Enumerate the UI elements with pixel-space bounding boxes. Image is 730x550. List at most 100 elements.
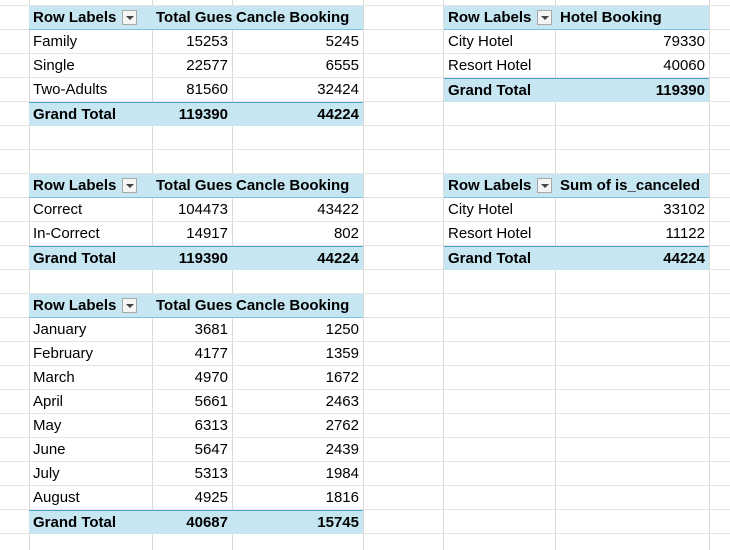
value-field-header[interactable]: Total Gues	[152, 174, 232, 198]
row-gridline	[0, 101, 730, 102]
filter-dropdown-icon[interactable]	[537, 178, 553, 194]
value-cell[interactable]: 4925	[152, 486, 232, 510]
value-cell-text: 3681	[194, 321, 228, 338]
row-label-cell[interactable]: January	[29, 318, 152, 342]
value-cell[interactable]: 14917	[152, 222, 232, 246]
row-labels-header[interactable]: Row Labels	[444, 6, 556, 30]
value-cell[interactable]: 5313	[152, 462, 232, 486]
value-cell[interactable]: 2762	[232, 414, 363, 438]
grand-total-label[interactable]: Grand Total	[444, 79, 556, 103]
row-label-cell[interactable]: Resort Hotel	[444, 222, 556, 246]
grand-total-value-text: 119390	[178, 105, 228, 123]
value-cell-text: 4925	[194, 489, 228, 506]
row-label-cell[interactable]: City Hotel	[444, 30, 556, 54]
grand-total-value[interactable]: 119390	[556, 79, 709, 103]
value-cell-text: 79330	[663, 33, 705, 50]
row-label-cell-text: August	[33, 489, 80, 506]
value-cell[interactable]: 5647	[152, 438, 232, 462]
value-cell[interactable]: 43422	[232, 198, 363, 222]
row-gridline	[0, 365, 730, 366]
grand-total-label[interactable]: Grand Total	[29, 247, 152, 271]
filter-dropdown-icon[interactable]	[122, 298, 138, 314]
value-cell[interactable]: 1672	[232, 366, 363, 390]
value-field-header[interactable]: Cancle Booking	[232, 6, 363, 30]
value-cell[interactable]: 3681	[152, 318, 232, 342]
row-labels-header[interactable]: Row Labels	[444, 174, 556, 198]
value-cell[interactable]: 2463	[232, 390, 363, 414]
value-field-header[interactable]: Total Gues	[152, 294, 232, 318]
value-cell[interactable]: 11122	[556, 222, 709, 246]
row-label-cell[interactable]: August	[29, 486, 152, 510]
value-field-header[interactable]: Total Gues	[152, 6, 232, 30]
value-cell[interactable]: 15253	[152, 30, 232, 54]
value-field-header-text: Cancle Booking	[236, 176, 350, 194]
value-field-header[interactable]: Sum of is_canceled	[556, 174, 709, 198]
pivot-row: August 4925 1816	[29, 486, 363, 510]
value-cell-text: 6555	[325, 57, 359, 74]
row-labels-header[interactable]: Row Labels	[29, 6, 152, 30]
value-cell[interactable]: 2439	[232, 438, 363, 462]
value-cell[interactable]: 6555	[232, 54, 363, 78]
row-label-cell[interactable]: April	[29, 390, 152, 414]
value-cell-text: 81560	[186, 81, 228, 98]
value-cell-text: 1250	[325, 321, 359, 338]
row-label-cell[interactable]: Correct	[29, 198, 152, 222]
pivot-row: May 6313 2762	[29, 414, 363, 438]
value-cell[interactable]: 40060	[556, 54, 709, 78]
value-cell[interactable]: 4970	[152, 366, 232, 390]
filter-dropdown-icon[interactable]	[122, 178, 138, 194]
row-label-cell-text: February	[33, 345, 94, 362]
row-label-cell[interactable]: City Hotel	[444, 198, 556, 222]
value-cell[interactable]: 6313	[152, 414, 232, 438]
grand-total-label[interactable]: Grand Total	[444, 247, 556, 271]
row-label-cell[interactable]: July	[29, 462, 152, 486]
value-cell-text: 40060	[663, 57, 705, 74]
grand-total-value-text: 44224	[317, 249, 359, 267]
value-field-header[interactable]: Cancle Booking	[232, 294, 363, 318]
value-cell[interactable]: 81560	[152, 78, 232, 102]
value-cell[interactable]: 32424	[232, 78, 363, 102]
grand-total-value[interactable]: 15745	[232, 511, 363, 535]
value-cell[interactable]: 1359	[232, 342, 363, 366]
row-labels-header[interactable]: Row Labels	[29, 174, 152, 198]
value-cell[interactable]: 1984	[232, 462, 363, 486]
row-label-cell[interactable]: June	[29, 438, 152, 462]
row-label-cell[interactable]: May	[29, 414, 152, 438]
value-cell[interactable]: 33102	[556, 198, 709, 222]
value-cell[interactable]: 1250	[232, 318, 363, 342]
value-cell[interactable]: 1816	[232, 486, 363, 510]
row-label-cell-text: May	[33, 417, 62, 434]
value-field-header-text: Hotel Booking	[560, 8, 662, 26]
row-label-cell[interactable]: March	[29, 366, 152, 390]
value-cell[interactable]: 802	[232, 222, 363, 246]
value-cell[interactable]: 104473	[152, 198, 232, 222]
row-label-cell-text: City Hotel	[448, 201, 514, 218]
filter-dropdown-icon[interactable]	[122, 10, 138, 26]
grand-total-value[interactable]: 40687	[152, 511, 232, 535]
row-label-cell[interactable]: Resort Hotel	[444, 54, 556, 78]
grand-total-value[interactable]: 44224	[556, 247, 709, 271]
grand-total-value-text: 44224	[317, 105, 359, 123]
row-labels-header[interactable]: Row Labels	[29, 294, 152, 318]
grand-total-value[interactable]: 44224	[232, 247, 363, 271]
grand-total-value[interactable]: 119390	[152, 103, 232, 127]
grand-total-label[interactable]: Grand Total	[29, 103, 152, 127]
value-cell[interactable]: 4177	[152, 342, 232, 366]
value-field-header[interactable]: Hotel Booking	[556, 6, 709, 30]
row-label-cell[interactable]: In-Correct	[29, 222, 152, 246]
row-label-cell[interactable]: February	[29, 342, 152, 366]
filter-dropdown-icon[interactable]	[537, 10, 553, 26]
value-cell[interactable]: 22577	[152, 54, 232, 78]
value-cell[interactable]: 5245	[232, 30, 363, 54]
grand-total-value[interactable]: 44224	[232, 103, 363, 127]
row-gridline	[0, 269, 730, 270]
value-cell[interactable]: 5661	[152, 390, 232, 414]
row-label-cell[interactable]: Family	[29, 30, 152, 54]
row-label-cell[interactable]: Single	[29, 54, 152, 78]
value-cell[interactable]: 79330	[556, 30, 709, 54]
grand-total-value[interactable]: 119390	[152, 247, 232, 271]
row-gridline	[0, 461, 730, 462]
value-field-header[interactable]: Cancle Booking	[232, 174, 363, 198]
grand-total-label[interactable]: Grand Total	[29, 511, 152, 535]
row-label-cell[interactable]: Two-Adults	[29, 78, 152, 102]
